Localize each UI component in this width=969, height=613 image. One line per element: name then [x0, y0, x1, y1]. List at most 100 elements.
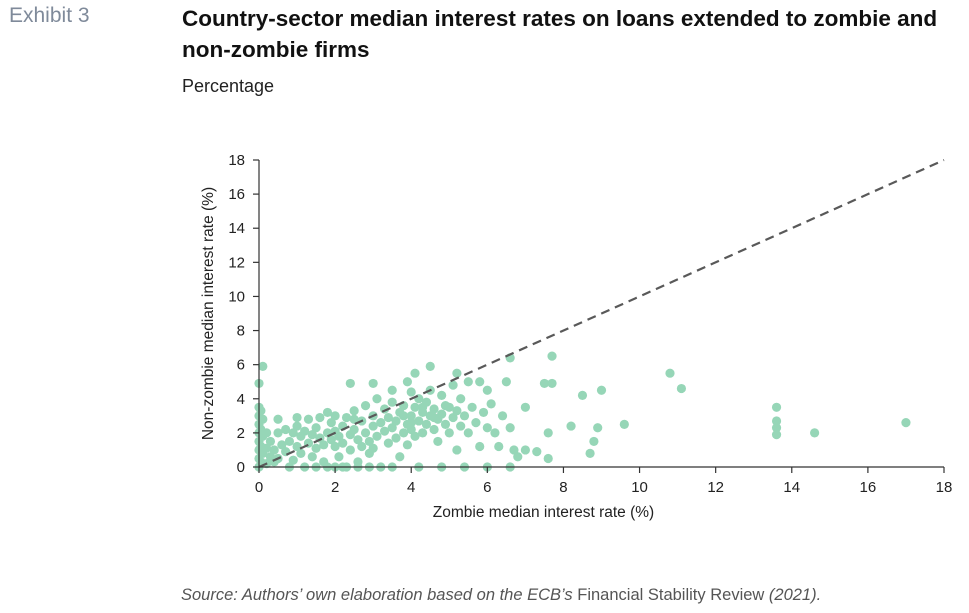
y-tick-label: 6	[237, 357, 245, 374]
data-point	[399, 428, 409, 438]
data-point	[771, 429, 782, 440]
data-point	[338, 438, 348, 448]
data-point	[372, 431, 382, 441]
x-tick-label: 18	[936, 479, 953, 496]
data-point	[418, 428, 428, 438]
data-point	[281, 447, 291, 457]
y-tick-label: 18	[228, 152, 245, 169]
data-point	[440, 401, 451, 411]
data-point	[311, 443, 321, 453]
data-point	[475, 377, 485, 387]
x-tick-label: 10	[631, 479, 648, 496]
data-point	[292, 441, 302, 452]
data-point	[322, 407, 333, 418]
data-point	[262, 428, 272, 438]
x-axis-title: Zombie median interest rate (%)	[433, 504, 654, 521]
y-tick-label: 0	[237, 459, 245, 476]
data-point	[307, 452, 317, 462]
data-point	[399, 411, 409, 421]
data-point	[577, 390, 588, 400]
data-point	[349, 406, 359, 416]
data-point	[379, 426, 390, 436]
data-point	[497, 411, 508, 421]
data-point	[433, 436, 443, 447]
data-point	[771, 416, 782, 426]
data-point	[437, 409, 447, 419]
x-tick-label: 16	[860, 479, 877, 496]
data-point	[360, 401, 371, 411]
data-point	[368, 378, 378, 389]
data-point	[448, 380, 458, 390]
data-point	[288, 428, 298, 438]
data-point	[402, 377, 413, 387]
data-point	[326, 435, 336, 445]
data-point	[349, 424, 359, 435]
data-point	[296, 448, 306, 458]
y-tick-label: 16	[228, 186, 245, 203]
data-point	[901, 418, 911, 428]
data-point	[676, 383, 687, 394]
data-point	[256, 406, 266, 416]
data-point	[391, 433, 401, 443]
x-tick-label: 2	[331, 479, 339, 496]
source-suffix: (2021).	[764, 586, 822, 604]
data-point	[467, 402, 477, 412]
data-point	[330, 441, 340, 452]
data-point	[315, 412, 325, 423]
data-point	[494, 441, 504, 452]
data-point	[566, 421, 576, 431]
data-point	[437, 390, 447, 400]
y-tick-label: 10	[228, 288, 245, 305]
data-point	[300, 426, 310, 436]
y-tick-label: 4	[237, 391, 245, 408]
x-tick-label: 0	[255, 479, 263, 496]
data-point	[410, 368, 420, 378]
data-point	[387, 385, 397, 395]
data-point	[482, 423, 492, 433]
data-point	[262, 443, 272, 453]
x-tick-label: 14	[783, 479, 800, 496]
data-point	[418, 402, 428, 412]
data-point	[509, 445, 519, 455]
y-tick-label: 8	[237, 323, 245, 340]
reference-diagonal-line	[258, 158, 945, 469]
data-point	[593, 423, 603, 433]
data-point	[334, 452, 344, 462]
data-point	[292, 412, 302, 423]
data-point	[520, 402, 530, 412]
data-point	[387, 423, 397, 433]
data-point	[376, 418, 386, 428]
data-point	[486, 399, 496, 409]
data-point	[429, 424, 439, 435]
data-point	[444, 428, 454, 438]
data-point	[406, 424, 416, 435]
data-point	[368, 443, 378, 453]
data-point	[406, 418, 416, 428]
chart-subtitle: Percentage	[182, 76, 275, 96]
data-point	[258, 361, 268, 371]
data-point	[452, 368, 462, 378]
data-point	[357, 441, 367, 452]
data-point	[292, 421, 302, 431]
data-point	[402, 440, 413, 450]
data-point	[387, 397, 397, 407]
data-point	[273, 428, 283, 438]
data-point	[410, 402, 420, 412]
data-point	[482, 385, 492, 395]
x-ticks: 0 2 4 6 8 10 12 14 16 18	[255, 467, 953, 496]
data-point	[265, 436, 276, 447]
data-point	[345, 378, 355, 389]
data-point	[360, 428, 371, 438]
data-point	[421, 419, 432, 429]
data-point	[368, 421, 378, 431]
data-point	[589, 436, 599, 447]
y-tick-label: 12	[228, 254, 245, 271]
source-note: Source: Authors’ own elaboration based o…	[181, 586, 821, 605]
data-point	[406, 387, 416, 397]
data-point	[596, 385, 607, 395]
data-point	[364, 436, 374, 447]
data-point	[456, 421, 466, 431]
data-point	[269, 445, 279, 455]
data-point	[585, 448, 595, 458]
